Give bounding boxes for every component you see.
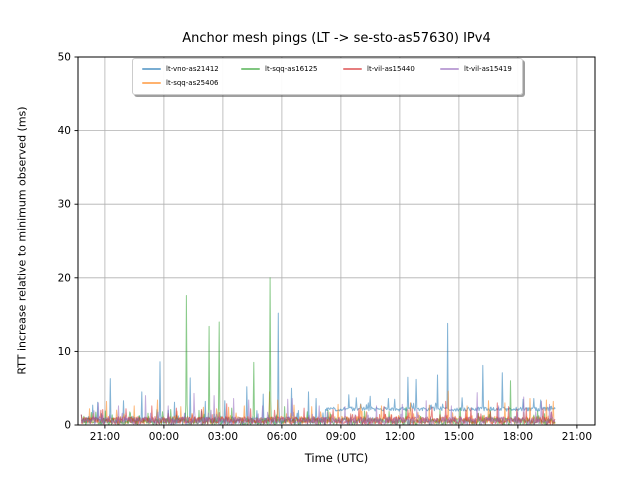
legend-label: lt-vil-as15419: [464, 64, 512, 73]
series-line: [80, 312, 556, 425]
y-tick-label: 30: [58, 199, 71, 211]
y-tick-label: 10: [58, 346, 71, 358]
legend-label: lt-sqq-as25406: [166, 78, 219, 87]
legend-swatch: [142, 67, 161, 71]
legend: lt-vno-as21412 lt-sqq-as25406 lt-sqq-as161…: [132, 58, 523, 95]
y-tick-label: 20: [58, 272, 71, 284]
legend-swatch: [440, 67, 459, 71]
x-tick-label: 09:00: [326, 431, 356, 443]
legend-swatch: [343, 67, 362, 71]
x-axis-label: Time (UTC): [304, 451, 369, 465]
y-tick-label: 40: [58, 125, 71, 137]
legend-item: lt-vil-as15440: [343, 64, 440, 73]
x-tick-label: 00:00: [149, 431, 179, 443]
tick-labels: 21:00 00:00 03:00 06:00 09:00 12:00 15:00 18:00…: [58, 52, 592, 444]
x-tick-label: 15:00: [444, 431, 474, 443]
legend-item: lt-vno-as21412: [142, 64, 241, 73]
x-tick-label: 21:00: [90, 431, 120, 443]
legend-label: lt-sqq-as16125: [265, 64, 318, 73]
legend-item: lt-sqq-as16125: [241, 64, 343, 73]
x-tick-label: 03:00: [208, 431, 238, 443]
legend-item: lt-sqq-as25406: [142, 78, 241, 87]
y-tick-label: 50: [58, 52, 71, 64]
legend-label: lt-vil-as15440: [367, 64, 415, 73]
plot-border: [77, 56, 596, 426]
axis-ticks: [74, 56, 578, 429]
legend-swatch: [142, 81, 161, 85]
x-tick-label: 18:00: [503, 431, 533, 443]
legend-item: lt-vil-as15419: [440, 64, 512, 73]
series-line: [80, 392, 556, 425]
legend-label: lt-vno-as21412: [166, 64, 219, 73]
x-tick-label: 12:00: [385, 431, 415, 443]
y-axis-label: RTT increase relative to minimum observe…: [15, 106, 29, 375]
x-tick-label: 21:00: [562, 431, 592, 443]
x-tick-label: 06:00: [267, 431, 297, 443]
y-tick-label: 0: [64, 420, 71, 432]
legend-swatch: [241, 67, 260, 71]
series-lines: [80, 277, 556, 425]
grid: [78, 57, 595, 425]
chart-title: Anchor mesh pings (LT -> se-sto-as57630)…: [182, 31, 491, 46]
